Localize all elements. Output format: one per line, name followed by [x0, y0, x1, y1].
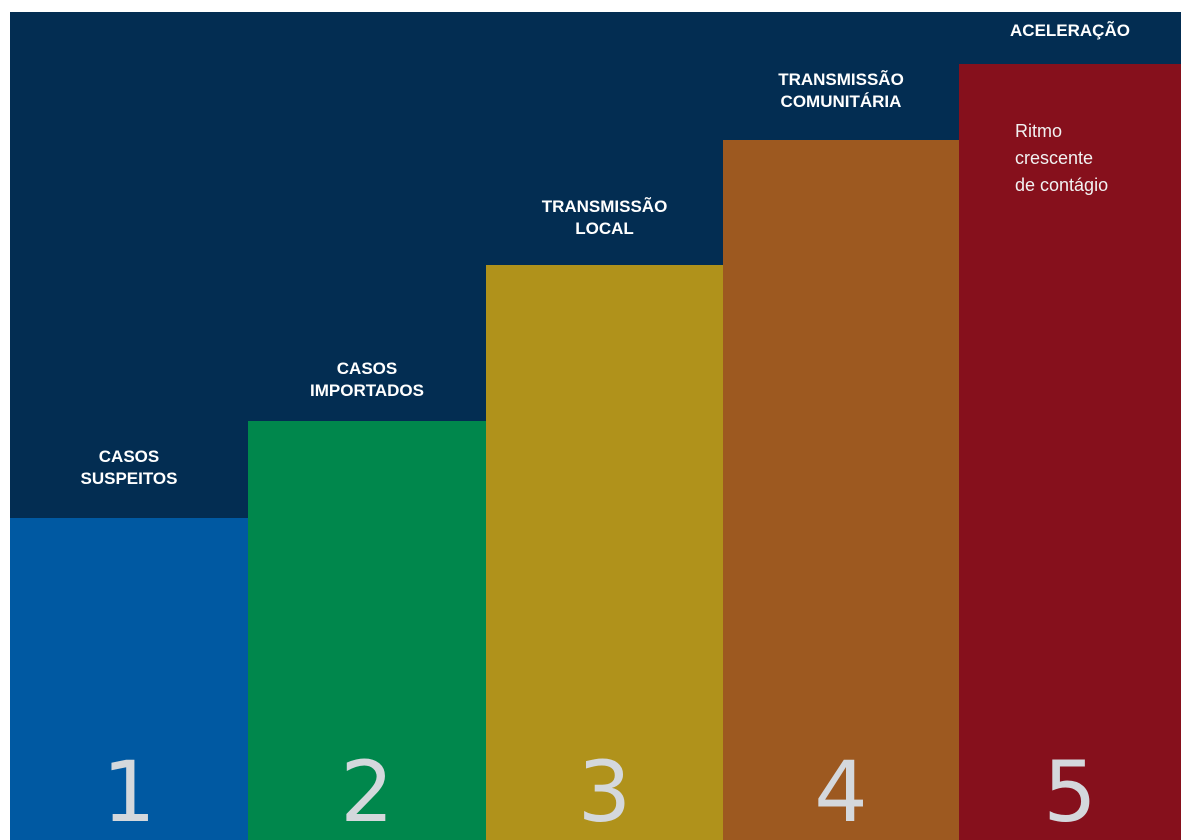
- phases-diagram: CASOS SUSPEITOS 1 CASOS IMPORTADOS 2 TRA…: [10, 12, 1181, 840]
- step-5-label: ACELERAÇÃO: [1010, 21, 1130, 40]
- step-1-bar: 1: [10, 518, 248, 840]
- step-2-label: CASOS IMPORTADOS: [310, 359, 424, 400]
- step-3-label: TRANSMISSÃO LOCAL: [541, 197, 668, 238]
- step-5-bar: Ritmo crescente de contágio 5: [959, 64, 1181, 840]
- step-5-description: Ritmo crescente de contágio: [1015, 121, 1109, 195]
- step-4-number: 4: [814, 743, 868, 840]
- step-5-number: 5: [1043, 743, 1097, 840]
- step-1-number: 1: [102, 743, 156, 840]
- step-3-bar: 3: [486, 265, 723, 840]
- step-2-bar: 2: [248, 421, 486, 840]
- step-3-number: 3: [577, 743, 632, 840]
- step-1-label: CASOS SUSPEITOS: [80, 447, 178, 488]
- step-4-label: TRANSMISSÃO COMUNITÁRIA: [778, 70, 904, 111]
- step-2-number: 2: [340, 743, 394, 840]
- step-4-bar: 4: [723, 140, 959, 840]
